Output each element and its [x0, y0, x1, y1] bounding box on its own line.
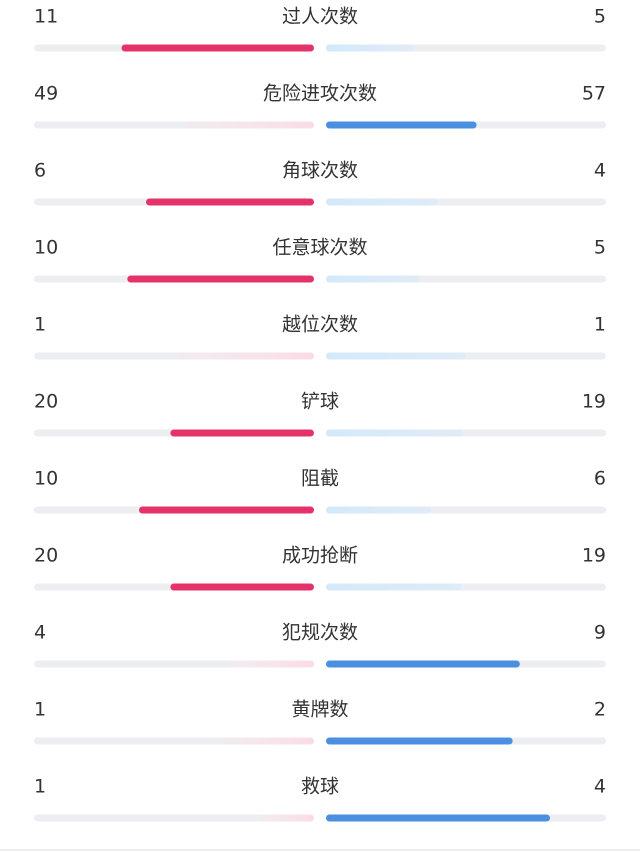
away-bar	[326, 121, 477, 129]
away-bar	[326, 44, 414, 52]
stat-label: 越位次数	[282, 314, 358, 336]
stat-label: 任意球次数	[272, 237, 367, 259]
away-bar	[326, 737, 513, 745]
home-bar	[258, 814, 314, 822]
away-value: 6	[594, 468, 606, 490]
home-value: 20	[34, 545, 58, 567]
away-value: 19	[582, 391, 606, 413]
stat-label: 阻截	[301, 468, 339, 490]
away-bar	[326, 814, 550, 822]
away-bar	[326, 275, 420, 283]
home-bar	[127, 275, 314, 283]
away-bar	[326, 429, 463, 437]
stat-label: 救球	[301, 776, 339, 798]
home-bar	[170, 583, 314, 591]
away-value: 5	[594, 6, 606, 28]
home-value: 1	[34, 776, 46, 798]
home-value: 20	[34, 391, 58, 413]
stat-label: 角球次数	[282, 160, 358, 182]
away-value: 4	[594, 776, 606, 798]
stat-label: 危险进攻次数	[263, 83, 377, 105]
away-value: 1	[594, 314, 606, 336]
stat-label: 铲球	[301, 391, 339, 413]
home-bar	[184, 121, 314, 129]
away-bar	[326, 352, 466, 360]
away-bar	[326, 506, 431, 514]
home-bar	[227, 660, 314, 668]
stat-label: 成功抢断	[282, 545, 358, 567]
home-value: 10	[34, 237, 58, 259]
away-value: 5	[594, 237, 606, 259]
home-value: 6	[34, 160, 46, 182]
home-value: 49	[34, 83, 58, 105]
away-bar	[326, 198, 438, 206]
stat-label: 过人次数	[282, 6, 358, 28]
away-value: 2	[594, 699, 606, 721]
away-value: 4	[594, 160, 606, 182]
away-bar	[326, 660, 520, 668]
home-value: 1	[34, 314, 46, 336]
away-value: 57	[582, 83, 606, 105]
home-bar	[220, 737, 314, 745]
home-value: 10	[34, 468, 58, 490]
home-bar	[139, 506, 314, 514]
home-value: 11	[34, 6, 58, 28]
home-value: 1	[34, 699, 46, 721]
stat-label: 犯规次数	[282, 622, 358, 644]
away-bar	[326, 583, 463, 591]
home-bar	[121, 44, 314, 52]
stat-label: 黄牌数	[291, 699, 348, 721]
home-bar	[174, 352, 314, 360]
away-value: 19	[582, 545, 606, 567]
away-value: 9	[594, 622, 606, 644]
home-value: 4	[34, 622, 46, 644]
home-track	[34, 814, 314, 822]
home-bar	[170, 429, 314, 437]
home-bar	[146, 198, 314, 206]
